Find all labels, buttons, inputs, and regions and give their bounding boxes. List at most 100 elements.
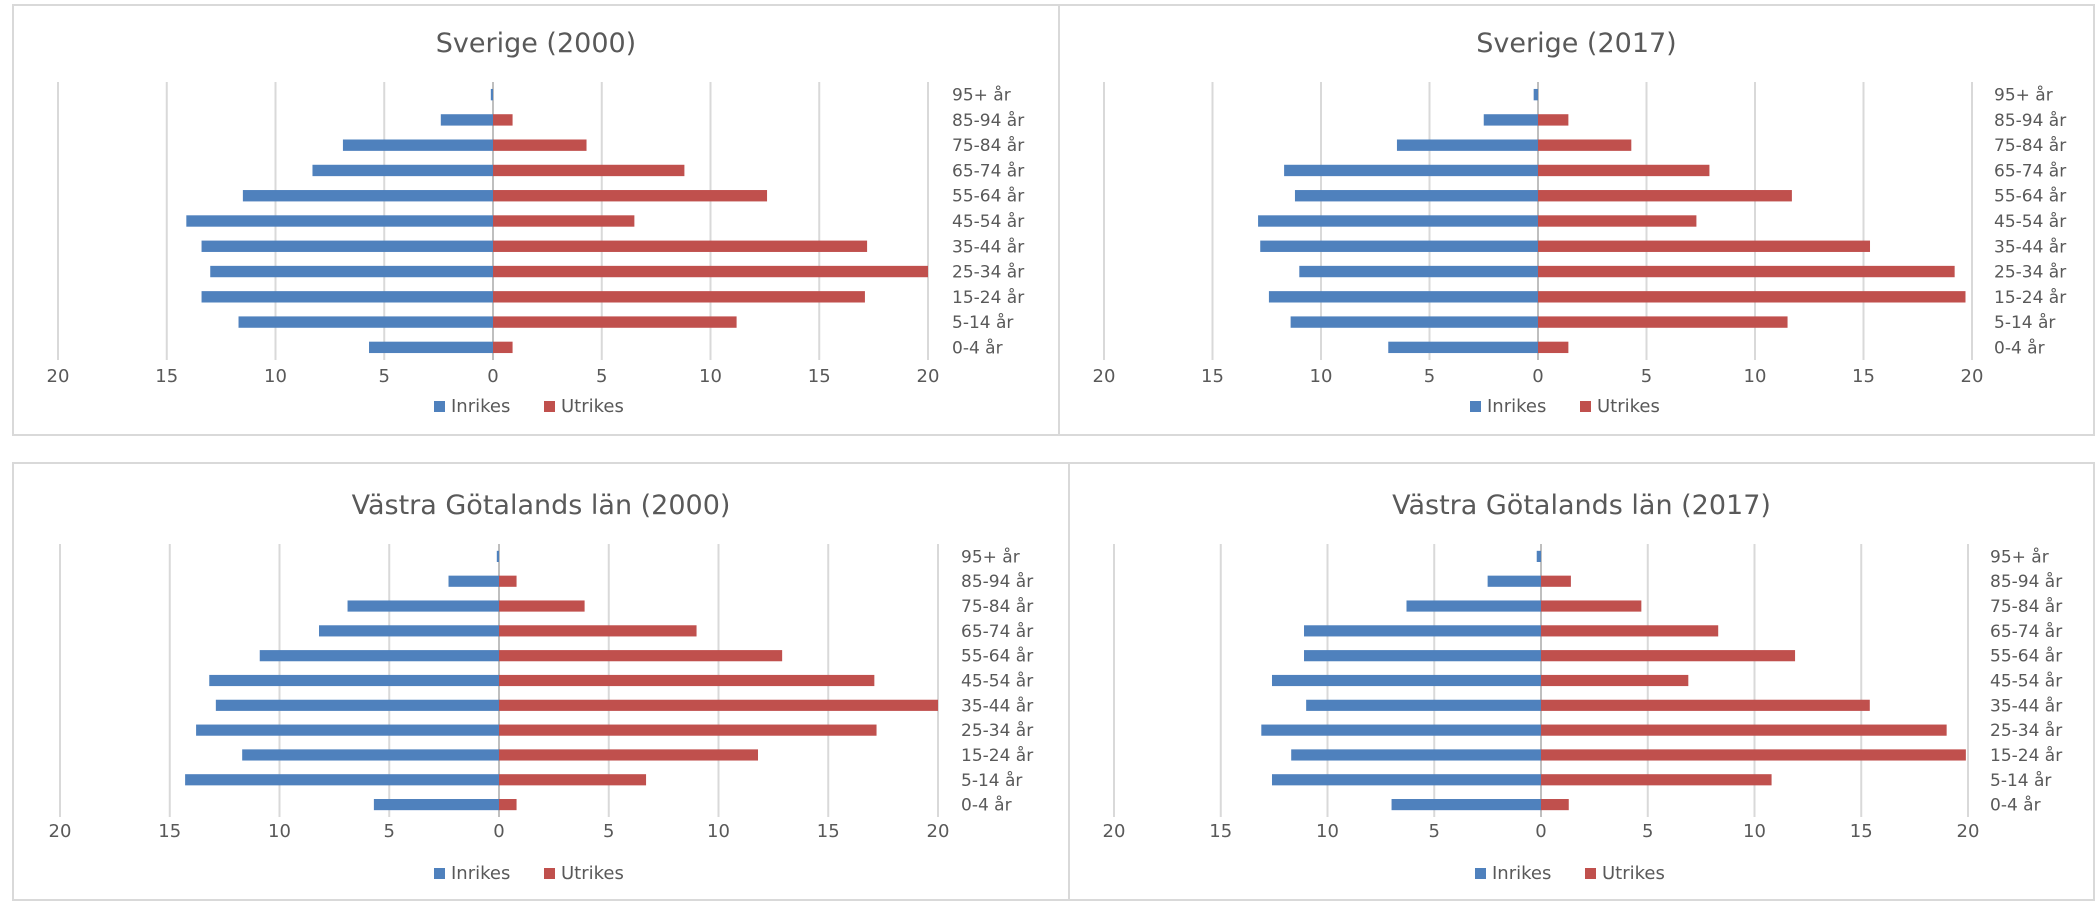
bar-inrikes: [259, 650, 499, 662]
bar-inrikes: [347, 600, 499, 612]
x-tick-label: 10: [1743, 821, 1766, 842]
x-tick-label: 10: [1310, 366, 1333, 387]
chart-svg: Västra Götalands län (2000) 95+ år 85-94 å…: [49, 490, 1034, 884]
x-tick-label: 20: [917, 366, 940, 387]
x-tick-label: 15: [1209, 821, 1232, 842]
x-tick-label: 5: [1642, 821, 1653, 842]
bar-inrikes: [1406, 600, 1541, 612]
legend-swatch-utrikes: [1585, 868, 1596, 879]
category-label: 0-4 år: [952, 337, 1003, 358]
x-tick-label: 15: [158, 821, 181, 842]
x-tick-label: 5: [1424, 366, 1435, 387]
bar-inrikes: [369, 341, 493, 354]
chart-svg: Västra Götalands län (2017) 95+ år 85-94 å…: [1103, 490, 2063, 884]
bar-inrikes: [1291, 749, 1541, 761]
category-label: 15-24 år: [1990, 745, 2062, 766]
bar-inrikes: [440, 114, 493, 126]
category-label: 35-44 år: [1990, 695, 2062, 716]
chart-title: Sverige (2017): [1476, 28, 1676, 59]
category-label: 25-34 år: [1994, 262, 2066, 283]
legend-label-utrikes: Utrikes: [561, 396, 624, 417]
chart-title: Sverige (2000): [436, 28, 636, 59]
bar-utrikes: [493, 240, 868, 252]
x-tick-label: 10: [1744, 366, 1767, 387]
category-label: 95+ år: [952, 85, 1011, 106]
bar-inrikes: [312, 164, 493, 177]
legend-swatch-inrikes: [1475, 868, 1486, 879]
category-label: 5-14 år: [1990, 770, 2051, 791]
bar-utrikes: [1538, 215, 1697, 227]
legend-swatch-inrikes: [1470, 401, 1481, 412]
bar-utrikes: [499, 600, 585, 612]
category-label: 95+ år: [961, 546, 1020, 567]
x-tick-label: 20: [1093, 366, 1116, 387]
bar-inrikes: [209, 674, 499, 687]
bar-utrikes: [1538, 190, 1792, 202]
x-tick-label: 10: [268, 821, 291, 842]
category-label: 85-94 år: [1994, 110, 2066, 131]
x-tick-label: 15: [1852, 366, 1875, 387]
chart-title: Västra Götalands län (2017): [1392, 490, 1771, 521]
bar-inrikes: [1304, 650, 1541, 662]
chart-svg: Sverige (2017) 95+ år 85-94 år 75-84 år 65-7…: [1093, 28, 2067, 417]
legend-label-inrikes: Inrikes: [451, 863, 510, 884]
bar-utrikes: [1541, 749, 1966, 761]
bar-utrikes: [493, 265, 928, 278]
bar-utrikes: [1538, 240, 1871, 252]
x-tick-label: 20: [47, 366, 70, 387]
x-tick-label: 15: [1850, 821, 1873, 842]
category-label: 5-14 år: [952, 312, 1013, 333]
x-tick-label: 5: [603, 821, 614, 842]
category-label: 35-44 år: [952, 236, 1024, 257]
category-label: 95+ år: [1994, 85, 2053, 106]
bar-utrikes: [1541, 724, 1947, 736]
bar-inrikes: [1284, 164, 1538, 177]
x-tick-label: 20: [1103, 821, 1126, 842]
x-tick-label: 10: [1316, 821, 1339, 842]
bar-utrikes: [1541, 575, 1571, 587]
x-tick-label: 0: [1535, 821, 1546, 842]
bar-inrikes: [1299, 265, 1538, 278]
bar-utrikes: [499, 774, 647, 786]
category-label: 15-24 år: [952, 287, 1024, 308]
category-label: 65-74 år: [1994, 160, 2066, 181]
bar-utrikes: [1541, 774, 1772, 786]
x-tick-label: 15: [1201, 366, 1224, 387]
bar-inrikes: [448, 575, 499, 587]
x-tick-label: 0: [493, 821, 504, 842]
bar-inrikes: [1271, 774, 1541, 786]
category-label: 25-34 år: [1990, 720, 2062, 741]
bar-utrikes: [1538, 291, 1966, 303]
x-tick-label: 20: [927, 821, 950, 842]
legend-label-inrikes: Inrikes: [1492, 863, 1551, 884]
bar-utrikes: [1538, 164, 1710, 177]
bar-utrikes: [499, 799, 517, 811]
bar-inrikes: [242, 190, 493, 202]
bar-utrikes: [1538, 265, 1955, 278]
category-label: 25-34 år: [952, 262, 1024, 283]
bar-utrikes: [1538, 341, 1569, 354]
bar-utrikes: [499, 674, 875, 687]
bar-utrikes: [1541, 650, 1796, 662]
category-label: 45-54 år: [952, 211, 1024, 232]
legend-swatch-utrikes: [544, 868, 555, 879]
bar-inrikes: [1271, 674, 1541, 687]
category-label: 0-4 år: [961, 795, 1012, 816]
bar-inrikes: [1268, 291, 1538, 303]
bar-utrikes: [1541, 600, 1642, 612]
bar-inrikes: [1260, 240, 1538, 252]
bar-inrikes: [373, 799, 499, 811]
legend-label-inrikes: Inrikes: [1487, 396, 1546, 417]
bar-inrikes: [196, 724, 499, 736]
category-label: 75-84 år: [961, 596, 1033, 617]
category-label: 85-94 år: [1990, 571, 2062, 592]
bar-inrikes: [186, 215, 493, 227]
category-label: 85-94 år: [952, 110, 1024, 131]
bar-utrikes: [1538, 139, 1632, 151]
category-label: 75-84 år: [952, 135, 1024, 156]
category-label: 45-54 år: [1994, 211, 2066, 232]
category-label: 55-64 år: [961, 646, 1033, 667]
bar-inrikes: [1294, 190, 1538, 202]
legend-label-utrikes: Utrikes: [1597, 396, 1660, 417]
legend-swatch-utrikes: [544, 401, 555, 412]
